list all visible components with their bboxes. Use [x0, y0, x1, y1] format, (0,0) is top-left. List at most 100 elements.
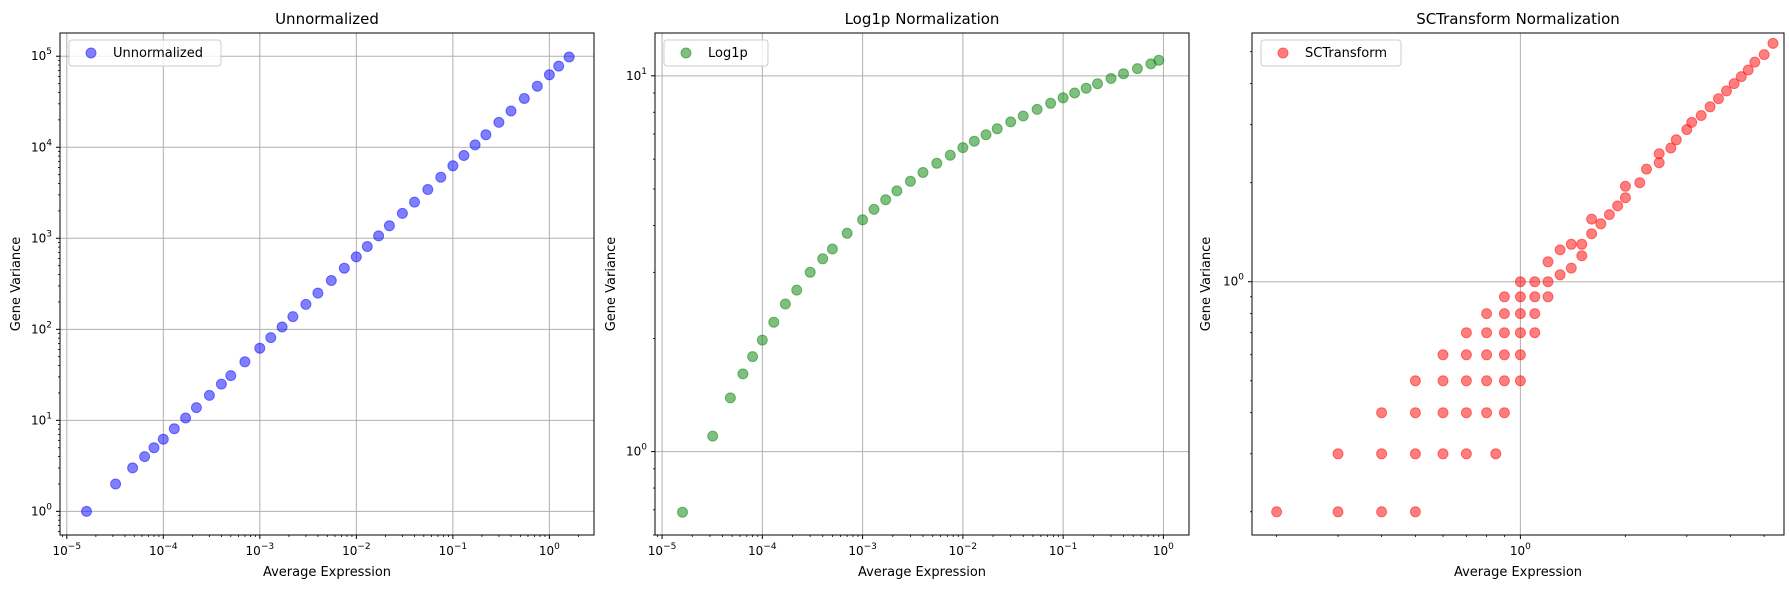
data-point	[1603, 209, 1615, 221]
data-point	[1619, 180, 1631, 192]
data-point	[1554, 244, 1566, 256]
x-tick-label: 100	[1510, 542, 1531, 558]
data-point	[203, 389, 215, 401]
data-point	[1409, 375, 1421, 387]
data-point	[1653, 148, 1665, 160]
data-point	[1490, 448, 1502, 460]
y-axis-label: Gene Variance	[1199, 237, 1214, 332]
x-tick-label: 10−3	[246, 542, 275, 558]
data-point	[1409, 448, 1421, 460]
data-point	[435, 171, 447, 183]
data-point	[1437, 375, 1449, 387]
data-point	[373, 230, 385, 242]
data-point	[361, 241, 373, 252]
data-point	[1529, 308, 1541, 320]
data-point	[957, 142, 969, 154]
data-point	[891, 185, 903, 197]
x-tick-label: 10−2	[342, 542, 371, 558]
x-tick-label: 100	[1153, 542, 1174, 558]
data-point	[1437, 349, 1449, 361]
data-point	[1612, 200, 1624, 212]
data-point	[707, 430, 719, 442]
y-tick-label: 102	[31, 320, 52, 336]
legend: Log1p	[663, 39, 769, 67]
data-point	[1498, 291, 1510, 303]
data-point	[968, 135, 980, 147]
data-point	[239, 356, 251, 368]
data-point	[1332, 506, 1344, 518]
data-point	[1409, 407, 1421, 419]
data-point	[1271, 506, 1283, 518]
data-point	[1586, 228, 1598, 240]
data-point	[1595, 218, 1607, 230]
x-tick-label: 10−4	[149, 542, 178, 558]
chart-title: Log1p Normalization	[845, 10, 1000, 28]
data-point	[1721, 85, 1732, 97]
data-point	[1529, 291, 1541, 303]
data-point	[168, 423, 180, 435]
data-point	[1460, 349, 1472, 361]
data-point	[1742, 64, 1754, 76]
legend-label: Log1p	[708, 46, 748, 61]
data-point	[1735, 71, 1747, 83]
data-point	[1529, 327, 1541, 339]
data-point	[677, 506, 688, 518]
panel-sctransform: SCTransform Normalization 100 100 SCTrans…	[1199, 10, 1785, 580]
data-point	[1437, 407, 1449, 419]
data-point	[1481, 407, 1493, 419]
data-point	[1437, 448, 1449, 460]
data-point	[300, 298, 312, 310]
legend-marker	[1277, 47, 1289, 59]
data-point	[1514, 276, 1526, 288]
data-point	[826, 243, 838, 255]
data-point	[383, 220, 395, 232]
data-point	[396, 207, 408, 219]
plot-frame	[654, 32, 1190, 536]
data-point	[1641, 163, 1652, 175]
y-axis-label: Gene Variance	[9, 237, 24, 332]
data-point	[139, 451, 151, 463]
data-point	[254, 342, 266, 354]
data-point	[904, 175, 916, 187]
data-point	[991, 123, 1003, 135]
data-point	[553, 60, 565, 72]
data-point	[1153, 54, 1165, 66]
data-point	[1514, 308, 1526, 320]
data-point	[350, 251, 362, 263]
data-point	[1481, 327, 1493, 339]
data-point	[563, 51, 575, 63]
data-point	[1498, 327, 1510, 339]
data-point	[1045, 97, 1057, 109]
data-point	[312, 287, 324, 299]
data-point	[1031, 103, 1043, 115]
data-point	[1131, 63, 1143, 75]
data-point	[1017, 110, 1029, 122]
chart-title: Unnormalized	[275, 10, 379, 28]
y-tick-label: 101	[31, 411, 52, 427]
data-point	[1619, 192, 1631, 204]
data-point	[1704, 101, 1716, 113]
data-point	[1767, 37, 1779, 49]
data-point	[1460, 407, 1472, 419]
x-tick-label: 10−5	[648, 542, 677, 558]
data-point	[1376, 448, 1388, 460]
data-point	[1481, 375, 1493, 387]
data-point	[1728, 78, 1740, 90]
data-point	[880, 194, 892, 206]
panel-unnormalized: Unnormalized 10−5 10−4 10−3 10−2 10−1 100 100 1…	[9, 10, 595, 580]
data-point	[409, 196, 420, 208]
data-point	[791, 284, 803, 296]
data-point	[1758, 49, 1770, 61]
data-point	[505, 105, 517, 117]
chart-title: SCTransform Normalization	[1416, 10, 1620, 28]
data-point	[531, 80, 543, 92]
data-point	[1514, 349, 1526, 361]
data-point	[480, 129, 492, 141]
legend-marker	[680, 47, 692, 59]
data-point	[1695, 110, 1707, 121]
data-point	[1542, 256, 1554, 268]
x-tick-label: 10−2	[949, 542, 978, 558]
legend-marker	[85, 47, 97, 59]
data-point	[1529, 276, 1541, 288]
x-axis-label: Average Expression	[1454, 565, 1582, 580]
